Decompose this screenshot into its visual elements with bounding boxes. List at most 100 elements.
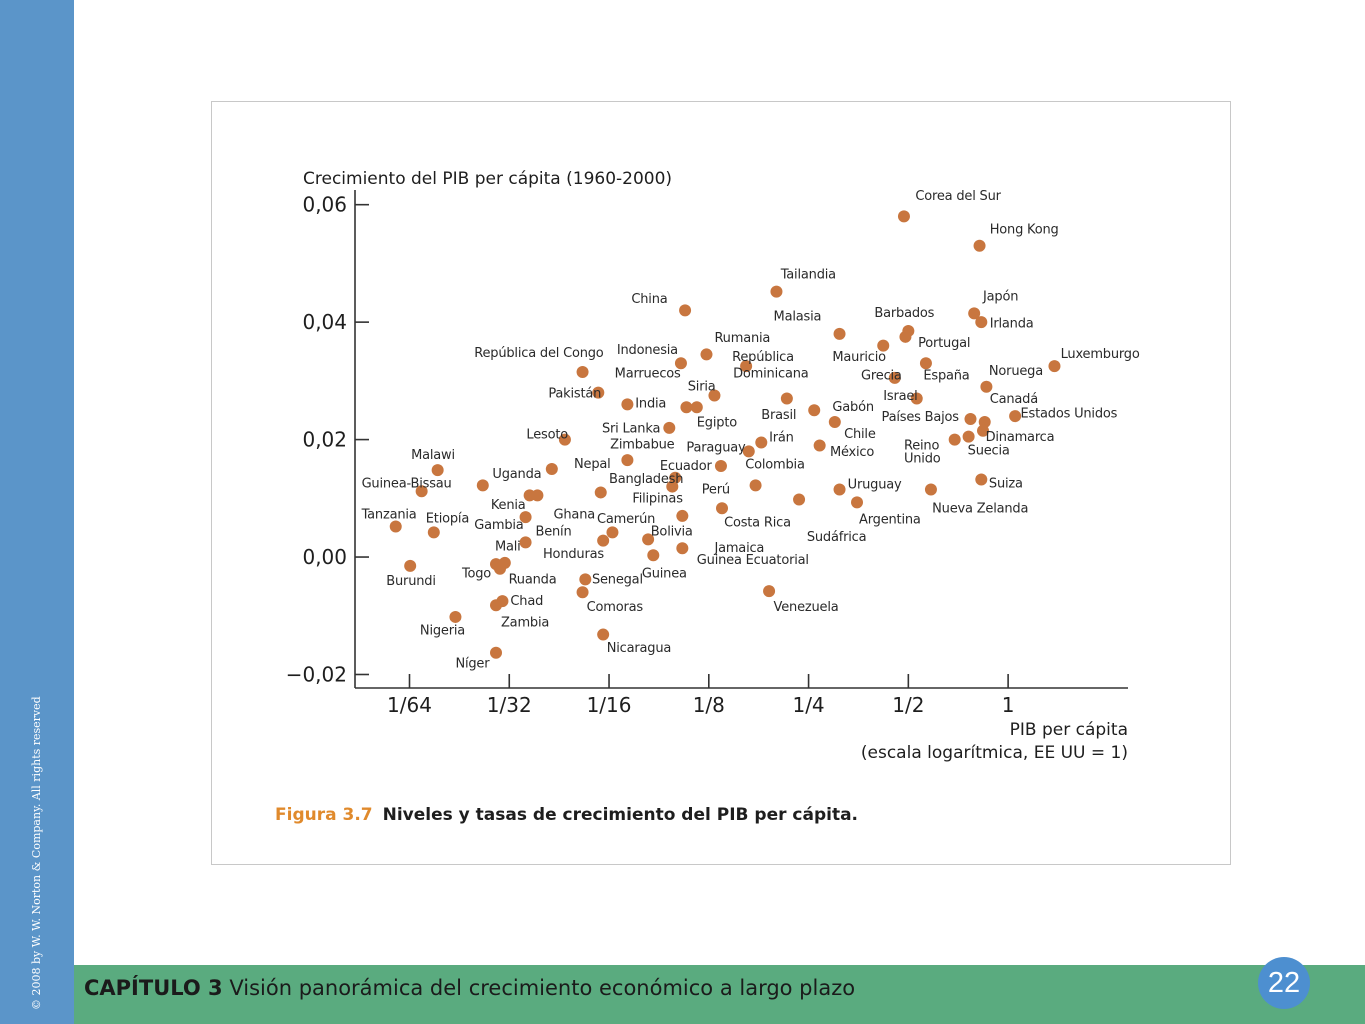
point-label: Zimbabue [610, 437, 674, 452]
point-label: Filipinas [632, 491, 683, 506]
point-label: República [732, 350, 794, 365]
data-point [519, 536, 532, 549]
point-label: Bolivia [651, 524, 693, 539]
point-label: Siria [688, 379, 716, 394]
point-label: Países Bajos [882, 410, 960, 425]
y-tick-label: 0,04 [302, 310, 347, 334]
point-label: Burundi [386, 574, 435, 589]
chapter-title: Visión panorámica del crecimiento económ… [229, 976, 856, 1000]
data-point [962, 430, 975, 443]
data-point [793, 493, 806, 506]
point-label: Nigeria [420, 624, 465, 639]
data-point [389, 520, 402, 533]
point-label: Portugal [918, 336, 970, 351]
point-label: Costa Rica [724, 516, 791, 531]
x-tick-label: 1/4 [792, 693, 824, 717]
point-label: Rumania [714, 331, 770, 346]
point-label: Paraguay [686, 440, 746, 455]
point-label: Ghana [554, 507, 596, 522]
data-point [833, 483, 846, 496]
x-axis-title: (escala logarítmica, EE UU = 1) [861, 743, 1128, 763]
point-label: Irlanda [990, 316, 1034, 331]
x-tick-label: 1 [1002, 693, 1015, 717]
data-point [531, 489, 544, 502]
data-point [621, 454, 634, 467]
point-label: Uruguay [848, 477, 902, 492]
y-axis-title: Crecimiento del PIB per cápita (1960-200… [303, 169, 672, 189]
point-label: Níger [455, 656, 490, 671]
point-label: Ruanda [509, 572, 557, 587]
data-point [404, 559, 417, 572]
point-label: Lesoto [526, 427, 568, 442]
data-point [576, 366, 589, 379]
point-labels: Corea del Sur Hong Kong Tailandia China Mala… [361, 189, 1140, 671]
chapter-heading: CAPÍTULO 3 Visión panorámica del crecimi… [84, 976, 855, 1000]
data-point [973, 239, 986, 252]
point-label: Japón [982, 289, 1018, 304]
data-point [674, 357, 687, 370]
data-point [714, 460, 727, 473]
data-point [888, 371, 901, 384]
point-label: Jamaica [713, 541, 764, 556]
point-label: República del Congo [474, 346, 604, 361]
point-label: Mauricio [832, 350, 886, 365]
axes: 0,06 0,04 0,02 0,00 −0,02 1/64 1/32 1/16 1/8 1/4 1… [286, 169, 1128, 763]
data-point [897, 210, 910, 223]
point-label: Uganda [492, 467, 541, 482]
data-point [647, 549, 660, 562]
data-point [490, 599, 503, 612]
figure-frame [211, 101, 1231, 865]
data-point [427, 526, 440, 539]
point-label: Egipto [697, 416, 737, 431]
point-label: Malawi [411, 448, 455, 463]
data-point [579, 573, 592, 586]
data-point [545, 462, 558, 475]
data-point [449, 610, 462, 623]
point-label: Togo [461, 567, 491, 582]
point-label: Nueva Zelanda [932, 501, 1028, 516]
data-point [910, 392, 923, 405]
page-number-badge: 22 [1258, 957, 1310, 1009]
point-label: Pakistán [548, 386, 601, 401]
data-point [680, 401, 693, 414]
point-label: Kenia [491, 498, 526, 513]
point-label: Estados Unidos [1021, 406, 1118, 421]
data-point [968, 307, 981, 320]
point-label: Noruega [989, 364, 1043, 379]
point-label: Dominicana [733, 366, 808, 381]
point-label: Suiza [989, 477, 1023, 492]
data-point [964, 413, 977, 426]
data-point [975, 316, 988, 329]
point-label: Venezuela [774, 600, 839, 615]
point-label: Barbados [874, 306, 934, 321]
data-point [621, 398, 634, 411]
left-sidebar [0, 0, 74, 1024]
data-point [679, 304, 692, 317]
point-label: Camerún [597, 512, 655, 527]
point-label: Ecuador [660, 459, 713, 474]
data-point [490, 646, 503, 659]
point-label: Sri Lanka [602, 422, 660, 437]
x-axis-title: PIB per cápita [1010, 720, 1128, 740]
data-point [558, 433, 571, 446]
data-point [755, 436, 768, 449]
data-point [676, 509, 689, 522]
point-label: Suecia [968, 443, 1010, 458]
data-point [716, 502, 729, 515]
bottom-banner [74, 965, 1365, 1024]
data-point [948, 433, 961, 446]
point-label: Dinamarca [986, 430, 1055, 445]
x-tick-label: 1/2 [892, 693, 924, 717]
data-point [808, 404, 821, 417]
point-label: Israel [883, 389, 917, 404]
y-tick-label: 0,00 [302, 545, 347, 569]
point-label: Gambia [474, 518, 523, 533]
point-label: Guinea-Bissau [362, 477, 452, 492]
point-label: Tailandia [780, 268, 836, 283]
data-point [813, 439, 826, 452]
data-point [1048, 360, 1061, 373]
data-point [700, 348, 713, 361]
data-point [919, 357, 932, 370]
data-point [833, 327, 846, 340]
